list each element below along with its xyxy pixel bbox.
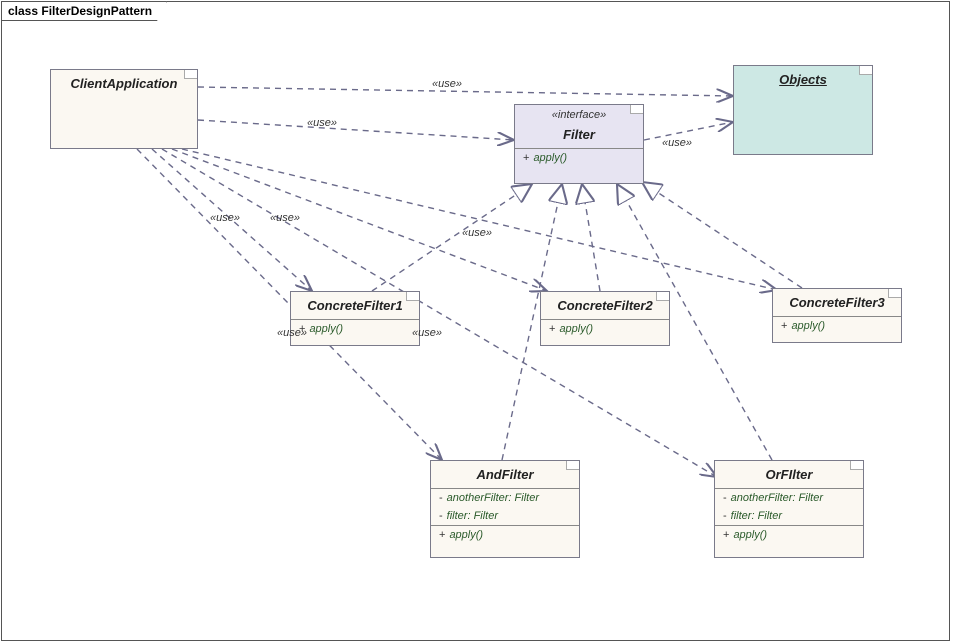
- stereotype: «interface»: [515, 105, 643, 121]
- edge-label-use: «use»: [462, 227, 492, 239]
- edge-client-cf2: [172, 149, 547, 291]
- method: +apply(): [773, 317, 901, 335]
- edge-client-cf1: [152, 149, 312, 291]
- edge-client-objects: [198, 87, 733, 96]
- edge-label-use: «use»: [432, 78, 462, 90]
- node-title: ConcreteFilter2: [541, 292, 669, 319]
- diagram-frame: class FilterDesignPattern ClientApplicat…: [1, 1, 950, 641]
- method: +apply(): [291, 320, 419, 338]
- edge-label-use: «use»: [270, 212, 300, 224]
- attr: -anotherFilter: Filter: [715, 489, 863, 507]
- method: +apply(): [515, 149, 643, 167]
- node-objects: Objects: [733, 65, 873, 155]
- edge-cf3-filter: [642, 182, 802, 288]
- node-cf3: ConcreteFilter3+apply(): [772, 288, 902, 343]
- node-title: Objects: [734, 66, 872, 93]
- node-title: Filter: [515, 121, 643, 148]
- node-title: ConcreteFilter1: [291, 292, 419, 319]
- method: +apply(): [431, 526, 579, 544]
- node-title: ConcreteFilter3: [773, 289, 901, 316]
- node-cf1: ConcreteFilter1+apply(): [290, 291, 420, 346]
- edge-label-use: «use»: [307, 117, 337, 129]
- attr: -filter: Filter: [431, 507, 579, 525]
- method: +apply(): [715, 526, 863, 544]
- edge-label-use: «use»: [210, 212, 240, 224]
- node-client: ClientApplication: [50, 69, 198, 149]
- node-filter: «interface»Filter+apply(): [514, 104, 644, 184]
- attr: -filter: Filter: [715, 507, 863, 525]
- node-and: AndFilter-anotherFilter: Filter-filter: …: [430, 460, 580, 558]
- node-title: AndFilter: [431, 461, 579, 488]
- node-cf2: ConcreteFilter2+apply(): [540, 291, 670, 346]
- frame-title: class FilterDesignPattern: [1, 1, 167, 21]
- edge-cf2-filter: [582, 184, 600, 291]
- method: +apply(): [541, 320, 669, 338]
- edge-client-filter: [198, 120, 514, 140]
- edge-client-cf3: [182, 149, 777, 290]
- edge-label-use: «use»: [662, 137, 692, 149]
- node-title: ClientApplication: [51, 70, 197, 97]
- node-title: OrFIlter: [715, 461, 863, 488]
- attr: -anotherFilter: Filter: [431, 489, 579, 507]
- edge-filter-objects: [644, 122, 733, 140]
- edge-cf1-filter: [372, 184, 532, 291]
- node-or: OrFIlter-anotherFilter: Filter-filter: F…: [714, 460, 864, 558]
